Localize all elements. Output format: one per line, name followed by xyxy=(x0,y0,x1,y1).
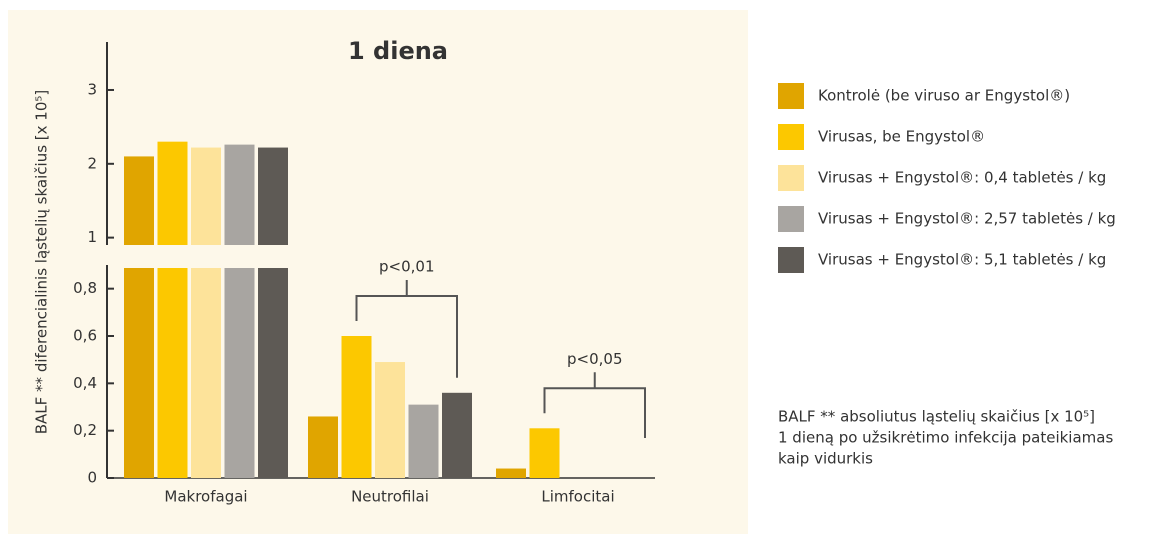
y-tick-label: 0 xyxy=(87,469,97,487)
chart-title: 1 diena xyxy=(348,37,448,65)
note: BALF ** absoliutus ląstelių skaičius [x … xyxy=(778,408,1095,426)
bar xyxy=(341,336,372,478)
annotation: p<0,05 xyxy=(567,350,623,368)
y-tick-label: 0,4 xyxy=(73,374,97,392)
y-tick-label: 0,6 xyxy=(73,327,97,345)
bar xyxy=(442,392,472,478)
legend-label: Kontrolė (be viruso ar Engystol®) xyxy=(818,87,1070,105)
y-axis-label: BALF ** diferencialinis ląstelių skaičiu… xyxy=(33,90,51,435)
bar xyxy=(224,268,255,478)
bar xyxy=(191,268,221,478)
legend-label: Virusas, be Engystol® xyxy=(818,128,985,146)
x-tick-label: Neutrofilai xyxy=(351,488,429,506)
bar xyxy=(124,156,154,245)
bar xyxy=(191,147,221,245)
legend-swatch xyxy=(778,124,804,150)
bar xyxy=(124,268,154,478)
bar xyxy=(375,362,405,478)
legend-swatch xyxy=(778,83,804,109)
annotation: p<0,01 xyxy=(379,258,435,276)
y-tick-label: 0,8 xyxy=(73,279,97,297)
bar xyxy=(224,144,255,245)
y-tick-label: 2 xyxy=(87,154,97,172)
bar xyxy=(408,404,439,478)
legend-swatch xyxy=(778,206,804,232)
bar xyxy=(157,268,188,478)
legend-swatch xyxy=(778,165,804,191)
bar xyxy=(258,268,288,478)
note: kaip vidurkis xyxy=(778,450,873,468)
bar xyxy=(258,147,288,245)
y-tick-label: 0,2 xyxy=(73,421,97,439)
legend-label: Virusas + Engystol®: 5,1 tabletės / kg xyxy=(818,251,1106,269)
bar xyxy=(496,468,526,478)
x-tick-label: Limfocitai xyxy=(541,488,614,506)
significance-bracket xyxy=(355,280,458,378)
x-tick-label: Makrofagai xyxy=(164,488,247,506)
note: 1 dieną po užsikrėtimo infekcija pateiki… xyxy=(778,429,1113,447)
significance-bracket xyxy=(543,372,646,438)
bar xyxy=(157,141,188,245)
y-tick-label: 1 xyxy=(87,228,97,246)
y-tick-label: 3 xyxy=(87,80,97,98)
bar xyxy=(308,416,338,478)
legend-label: Virusas + Engystol®: 2,57 tabletės / kg xyxy=(818,210,1116,228)
bar xyxy=(529,428,560,478)
legend-swatch xyxy=(778,247,804,273)
legend-label: Virusas + Engystol®: 0,4 tabletės / kg xyxy=(818,169,1106,187)
